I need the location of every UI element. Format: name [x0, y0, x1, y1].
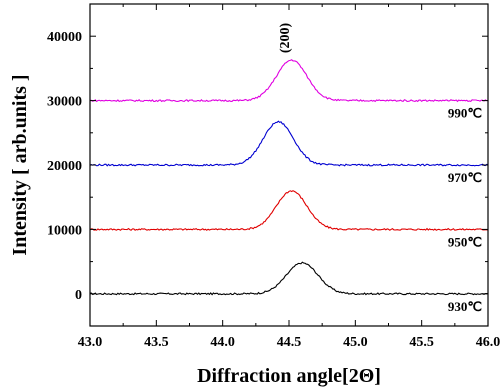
y-tick-label: 30000	[47, 95, 82, 110]
y-tick-label: 20000	[47, 159, 82, 174]
y-tick-label: 0	[75, 288, 82, 303]
series-layer	[89, 59, 489, 296]
x-tick-label: 46.0	[476, 335, 501, 350]
x-tick-label: 44.0	[210, 335, 235, 350]
series-label: 990℃	[448, 106, 482, 121]
x-tick-label: 43.0	[78, 335, 103, 350]
x-tick-label: 45.5	[409, 335, 434, 350]
peak-annotation: (200)	[278, 23, 293, 54]
y-tick-label: 10000	[47, 223, 82, 238]
ticks-layer: 43.0 43.5 44.0 44.5 45.0 45.5 46.0 0 10000 20000 3…	[47, 3, 501, 350]
series-line	[90, 261, 489, 296]
series-line	[89, 59, 489, 103]
x-tick-label: 45.0	[343, 335, 368, 350]
series-label: 950℃	[448, 234, 482, 249]
series-line	[89, 190, 489, 231]
series-label: 930℃	[448, 299, 482, 314]
y-tick-label: 40000	[47, 30, 82, 45]
y-axis-title: Intensity [ arb.units ]	[9, 74, 31, 255]
series-labels: 930℃ 950℃ 970℃ 990℃	[448, 106, 482, 314]
x-axis-title: Diffraction angle[2Θ]	[197, 365, 381, 387]
x-tick-label: 44.5	[277, 335, 302, 350]
series-line	[89, 120, 488, 167]
x-tick-label: 43.5	[144, 335, 169, 350]
series-label: 970℃	[448, 170, 482, 185]
